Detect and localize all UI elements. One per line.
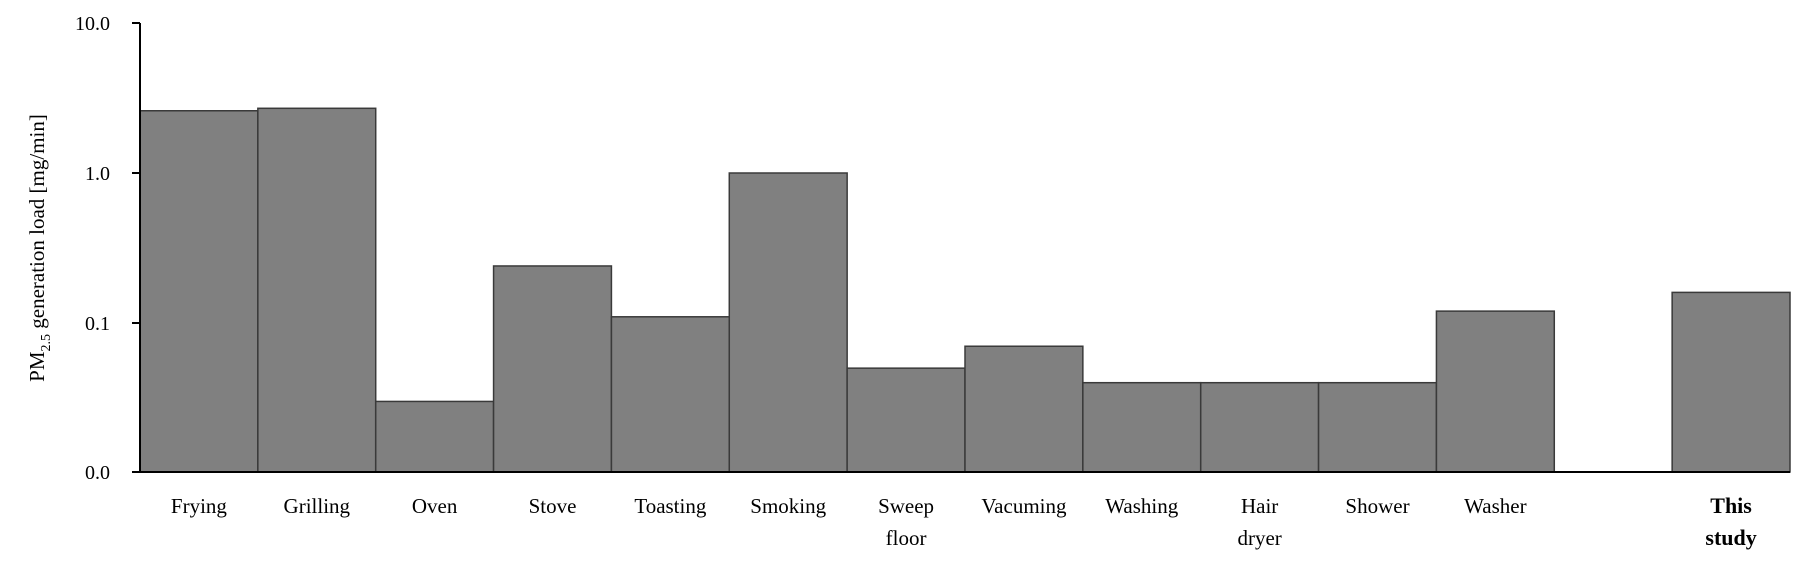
y-tick-label: 1.0: [85, 163, 110, 185]
x-category-label: floor: [886, 526, 927, 550]
x-category-label: Oven: [412, 494, 458, 518]
bar: [374, 400, 495, 473]
x-category-label: Washing: [1105, 494, 1178, 518]
x-category-label: This: [1710, 493, 1752, 518]
bars-group: [139, 107, 1791, 473]
x-category-label: Smoking: [750, 494, 826, 518]
bar: [728, 172, 848, 473]
x-category-label: Toasting: [634, 494, 707, 518]
x-category-label: Sweep: [878, 494, 934, 518]
bar: [1671, 291, 1791, 473]
y-axis-title-subscript: 2.5: [39, 334, 54, 352]
bar: [846, 367, 966, 473]
x-category-label: Frying: [171, 494, 228, 518]
x-category-label: Shower: [1345, 494, 1409, 518]
y-axis-title-suffix: generation load [mg/min]: [25, 114, 49, 334]
x-category-label: Grilling: [284, 494, 351, 518]
bar: [139, 110, 259, 473]
bar: [1199, 381, 1320, 473]
y-axis-title: PM2.5 generation load [mg/min]: [25, 114, 54, 382]
x-labels-group: Frying Grilling Oven Stove Toasting Smoking Sw…: [171, 493, 1757, 550]
x-category-label: Hair: [1241, 494, 1278, 518]
axes-group: [139, 23, 1790, 473]
bar: [492, 265, 613, 473]
y-axis-title-prefix: PM: [25, 351, 49, 382]
x-category-label: Stove: [529, 494, 577, 518]
x-category-label: Washer: [1464, 494, 1526, 518]
x-category-label: Vacuming: [981, 494, 1067, 518]
x-category-label: study: [1705, 525, 1756, 550]
bar: [1317, 381, 1438, 473]
x-category-label: dryer: [1237, 526, 1281, 550]
y-tick-label: 0.1: [85, 313, 110, 335]
bar: [610, 316, 731, 473]
bar: [257, 107, 377, 473]
bar: [964, 345, 1084, 473]
y-tick-label: 0.0: [85, 462, 110, 484]
y-ticks-group: 0.0 0.1 1.0 10.0: [75, 13, 140, 484]
y-tick-label: 10.0: [75, 13, 110, 35]
bar: [1082, 381, 1202, 473]
bar: [1435, 310, 1556, 473]
